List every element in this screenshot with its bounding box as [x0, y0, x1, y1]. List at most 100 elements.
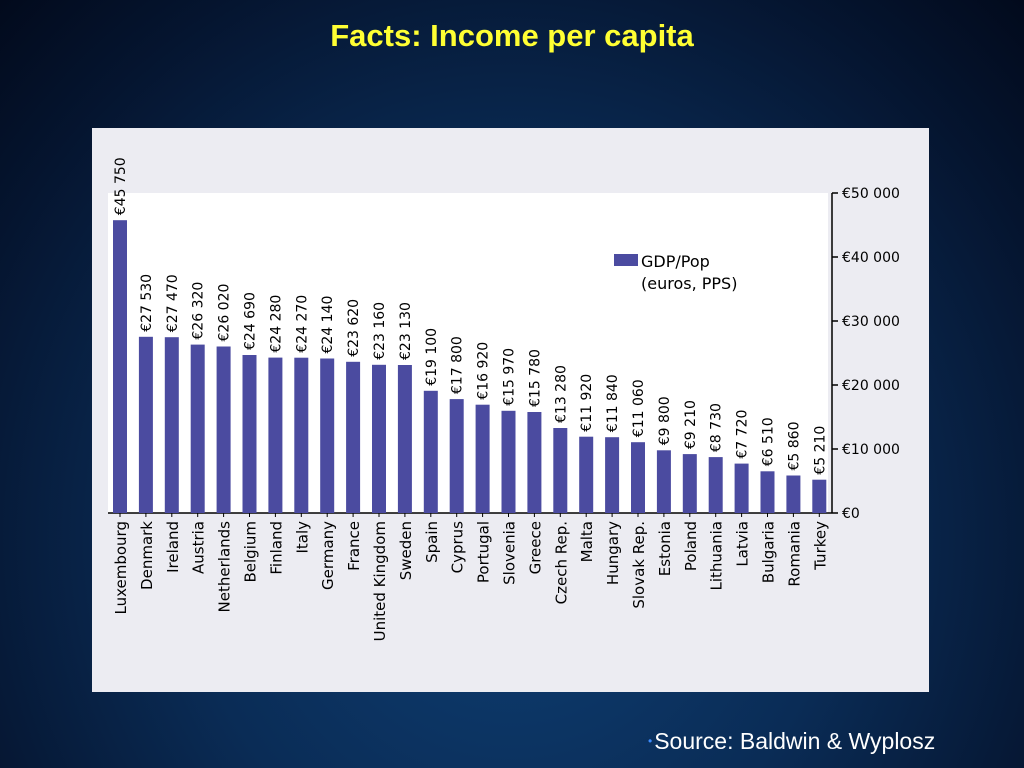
- bar-latvia: [734, 463, 749, 513]
- value-label: €26 020: [217, 284, 233, 342]
- value-label: €16 920: [476, 342, 492, 400]
- x-tick-label: Denmark: [138, 521, 156, 590]
- bar-belgium: [242, 355, 257, 513]
- bar-ireland: [164, 337, 179, 513]
- value-labels-group: €45 750 €27 530 €27 470 €26 320 €26 020 €24 6…: [113, 157, 828, 474]
- bar-malta: [579, 436, 594, 513]
- bar-bulgaria: [760, 471, 775, 513]
- bar-portugal: [475, 404, 490, 513]
- x-tick-label: Italy: [293, 521, 311, 554]
- bar-germany: [320, 358, 335, 513]
- x-tick-label: Greece: [526, 521, 544, 574]
- x-tick-label: Portugal: [475, 521, 493, 583]
- x-tick-label: Finland: [267, 521, 285, 575]
- y-tick-label: €50 000: [842, 186, 900, 202]
- value-label: €24 690: [243, 292, 259, 350]
- bar-lithuania: [708, 457, 723, 513]
- x-tick-label: Sweden: [397, 521, 415, 580]
- x-tick-label: Bulgaria: [760, 521, 778, 583]
- y-tick-label: €20 000: [842, 378, 900, 394]
- y-tick-label: €10 000: [842, 442, 900, 458]
- source-text: Source: Baldwin & Wyplosz: [654, 728, 936, 754]
- bar-united-kingdom: [372, 364, 386, 513]
- x-tick-label: Germany: [319, 521, 337, 590]
- bar-luxembourg: [113, 220, 127, 513]
- legend: GDP/Pop (euros, PPS): [614, 252, 737, 293]
- value-label: €24 270: [294, 295, 310, 353]
- y-tick-label: €30 000: [842, 314, 900, 330]
- bar-estonia: [656, 450, 671, 513]
- value-label: €19 100: [424, 328, 440, 386]
- bar-netherlands: [216, 346, 231, 513]
- value-label: €23 160: [372, 302, 388, 360]
- x-tick-label: United Kingdom: [371, 521, 389, 641]
- value-label: €15 780: [527, 349, 543, 407]
- value-label: €11 920: [579, 374, 595, 432]
- bar-hungary: [605, 437, 620, 513]
- x-tick-label: Netherlands: [216, 521, 234, 613]
- y-tick-label: €40 000: [842, 250, 900, 266]
- legend-swatch: [614, 254, 638, 266]
- x-tick-label: Spain: [423, 521, 441, 563]
- value-label: €15 970: [502, 348, 518, 406]
- bar-france: [346, 361, 361, 513]
- value-label: €24 280: [268, 295, 284, 353]
- value-label: €11 840: [605, 374, 621, 432]
- x-tick-label: Austria: [190, 521, 208, 574]
- value-label: €23 130: [398, 302, 414, 360]
- value-label: €9 210: [683, 400, 699, 449]
- x-tick-label: France: [345, 521, 363, 571]
- value-label: €9 800: [657, 396, 673, 445]
- bar-chart-panel: €45 750 €27 530 €27 470 €26 320 €26 020 €24 6…: [92, 128, 929, 692]
- value-label: €23 620: [346, 299, 362, 357]
- x-tick-label: Latvia: [734, 521, 752, 567]
- value-label: €7 720: [735, 410, 751, 459]
- slide-title: Facts: Income per capita: [330, 18, 694, 53]
- y-axis-group: €0 €10 000 €20 000 €30 000 €40 000 €50 000: [832, 186, 900, 522]
- bar-greece: [527, 412, 542, 513]
- legend-label-line1: GDP/Pop: [641, 252, 710, 271]
- x-tick-label: Turkey: [811, 521, 829, 571]
- x-tick-label: Slovenia: [501, 521, 519, 585]
- bar-turkey: [812, 479, 827, 513]
- bar-spain: [423, 390, 438, 513]
- legend-label-line2: (euros, PPS): [641, 274, 737, 293]
- bar-austria: [190, 344, 205, 513]
- bar-denmark: [138, 336, 153, 513]
- bar-italy: [294, 357, 309, 513]
- value-label: €26 320: [191, 282, 207, 340]
- bars-group: [113, 220, 827, 513]
- value-label: €24 140: [320, 296, 336, 354]
- x-tick-label: Ireland: [164, 521, 182, 573]
- value-label: €5 860: [786, 422, 802, 471]
- x-tick-label: Slovak Rep.: [630, 521, 648, 609]
- x-tick-label: Poland: [682, 521, 700, 571]
- x-tick-label: Estonia: [656, 521, 674, 576]
- source-note: •Source: Baldwin & Wyplosz: [648, 728, 935, 755]
- value-label: €27 470: [165, 274, 181, 332]
- value-label: €45 750: [113, 157, 129, 215]
- x-tick-label: Czech Rep.: [552, 521, 570, 604]
- bar-poland: [682, 454, 697, 513]
- value-label: €13 280: [553, 365, 569, 423]
- x-tick-label: Romania: [785, 521, 803, 587]
- bar-slovenia: [501, 410, 516, 513]
- x-tick-label: Luxembourg: [112, 521, 130, 615]
- bar-finland: [268, 357, 283, 513]
- x-tick-label: Malta: [578, 521, 596, 562]
- value-label: €17 800: [450, 336, 466, 394]
- value-label: €8 730: [709, 403, 725, 452]
- x-tick-labels-group: Luxembourg Denmark Ireland Austria Netherlan…: [112, 513, 829, 641]
- x-tick-label: Belgium: [242, 521, 260, 583]
- bullet-icon: •: [648, 734, 653, 748]
- value-label: €27 530: [139, 274, 155, 332]
- y-tick-label: €0: [842, 506, 860, 522]
- x-tick-label: Hungary: [604, 521, 622, 585]
- value-label: €11 060: [631, 379, 647, 437]
- bar-slovak-rep: [631, 442, 645, 513]
- value-label: €5 210: [812, 426, 828, 475]
- bar-sweden: [397, 365, 412, 513]
- bar-romania: [786, 475, 801, 513]
- bar-czech-rep: [553, 428, 568, 513]
- bar-cyprus: [449, 399, 464, 513]
